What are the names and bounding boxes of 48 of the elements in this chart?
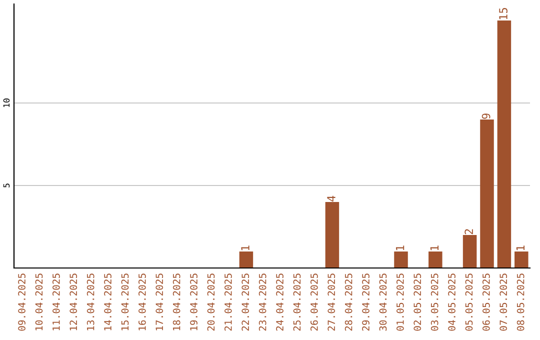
data-label: 15 <box>499 8 508 20</box>
y-tick-label: 10 <box>3 98 10 108</box>
x-tick-label: 09.04.2025 <box>18 274 26 331</box>
data-label: 2 <box>464 229 473 234</box>
x-tick-label: 19.04.2025 <box>190 274 198 330</box>
x-tick-label: 23.04.2025 <box>258 274 266 331</box>
y-tick-label: 5 <box>3 184 10 188</box>
bar <box>480 120 494 268</box>
x-tick-label: 18.04.2025 <box>172 274 180 330</box>
data-label: 1 <box>241 246 250 250</box>
x-tick-label: 21.04.2025 <box>224 274 232 331</box>
x-tick-label: 26.04.2025 <box>310 274 318 331</box>
x-tick-label: 14.04.2025 <box>104 274 112 330</box>
bar <box>394 252 408 268</box>
x-tick-label: 07.05.2025 <box>500 274 508 331</box>
data-label: 4 <box>327 196 336 202</box>
x-tick-label: 29.04.2025 <box>362 274 370 331</box>
bar <box>462 235 477 268</box>
x-tick-label: 12.04.2025 <box>70 274 78 330</box>
data-label: 1 <box>516 246 524 250</box>
bar <box>497 20 512 268</box>
x-tick-label: 16.04.2025 <box>138 274 146 330</box>
x-tick-label: 27.04.2025 <box>328 274 336 331</box>
x-tick-label: 20.04.2025 <box>207 274 215 331</box>
x-tick-label: 02.05.2025 <box>414 274 422 331</box>
x-tick-label: 05.05.2025 <box>465 274 473 331</box>
bar <box>239 252 254 268</box>
x-tick-label: 15.04.2025 <box>121 274 129 330</box>
x-tick-label: 24.04.2025 <box>276 274 284 331</box>
bar <box>325 202 340 268</box>
x-tick-label: 25.04.2025 <box>293 274 301 331</box>
x-tick-label: 10.04.2025 <box>35 274 43 330</box>
data-label: 1 <box>430 246 438 250</box>
x-tick-label: 01.05.2025 <box>396 274 404 331</box>
x-tick-label: 30.04.2025 <box>379 274 387 331</box>
x-tick-label: 11.04.2025 <box>52 274 60 330</box>
x-tick-label: 03.05.2025 <box>430 274 438 331</box>
x-tick-label: 17.04.2025 <box>156 274 164 330</box>
x-tick-label: 22.04.2025 <box>242 274 250 331</box>
x-tick-label: 08.05.2025 <box>516 274 524 331</box>
bar <box>428 252 442 268</box>
x-tick-label: 28.04.2025 <box>344 274 352 331</box>
x-tick-label: 06.05.2025 <box>482 274 490 331</box>
x-tick-label: 13.04.2025 <box>86 274 94 330</box>
data-label: 9 <box>482 114 490 119</box>
data-label: 1 <box>396 246 404 250</box>
bar <box>514 252 528 268</box>
x-tick-label: 04.05.2025 <box>448 274 456 331</box>
